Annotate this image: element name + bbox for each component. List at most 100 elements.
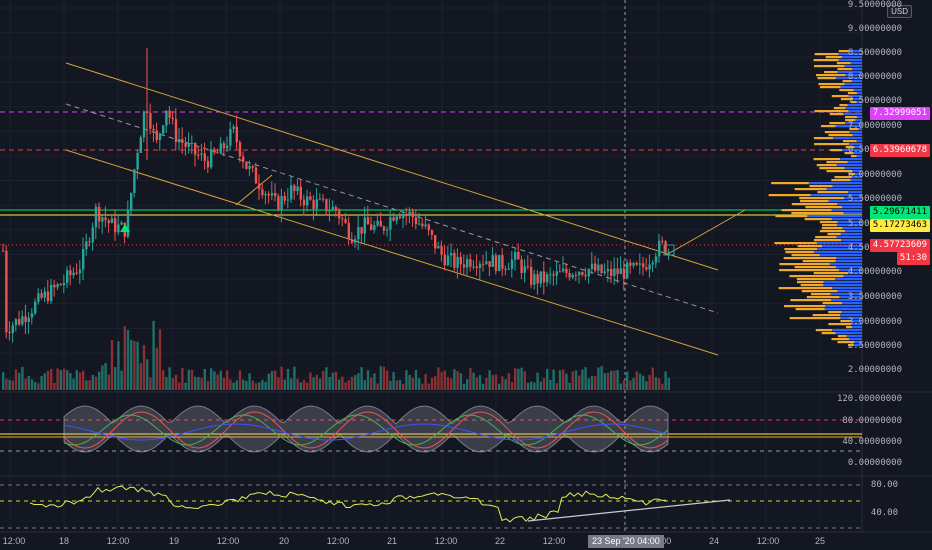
candle-body bbox=[27, 317, 30, 323]
volume-bar bbox=[568, 382, 571, 390]
volume-profile-bar bbox=[813, 239, 842, 242]
volume-profile-bar bbox=[781, 209, 832, 212]
volume-bar bbox=[539, 381, 542, 390]
candle-body bbox=[238, 142, 242, 157]
volume-profile-bar bbox=[850, 320, 862, 323]
volume-profile-bar bbox=[779, 263, 830, 266]
volume-bar bbox=[344, 382, 347, 390]
volume-bar bbox=[318, 378, 322, 390]
volume-bar bbox=[555, 383, 558, 390]
candle-body bbox=[619, 268, 622, 275]
volume-profile-bar bbox=[832, 137, 862, 140]
candle-body bbox=[523, 266, 526, 273]
candle-body bbox=[293, 185, 296, 192]
candle-body bbox=[446, 255, 450, 266]
volume-profile-bar bbox=[852, 170, 862, 173]
volume-bar bbox=[123, 326, 126, 390]
volume-profile-bar bbox=[858, 128, 862, 131]
candle-body bbox=[530, 266, 533, 285]
volume-bar bbox=[603, 373, 606, 390]
volume-profile-bar bbox=[845, 116, 857, 119]
volume-bar bbox=[430, 377, 434, 390]
volume-profile-bar bbox=[806, 296, 840, 299]
candle-body bbox=[110, 218, 114, 224]
candle-body bbox=[98, 206, 101, 222]
volume-profile-bar bbox=[812, 314, 841, 317]
volume-profile-bar bbox=[847, 104, 862, 107]
volume-profile-bar bbox=[829, 122, 846, 125]
candle-body bbox=[472, 266, 475, 268]
volume-bar bbox=[30, 379, 34, 390]
candle-body bbox=[18, 319, 21, 325]
volume-bar bbox=[283, 379, 286, 390]
volume-profile-bar bbox=[853, 152, 862, 155]
candle-body bbox=[549, 274, 552, 276]
volume-profile-bar bbox=[847, 161, 862, 164]
volume-profile-bar bbox=[795, 308, 825, 311]
volume-bar bbox=[37, 383, 40, 390]
volume-bar bbox=[613, 370, 616, 390]
candle-body bbox=[616, 268, 619, 275]
currency-badge[interactable]: USD bbox=[887, 5, 912, 18]
candle-body bbox=[642, 263, 645, 268]
volume-bar bbox=[443, 370, 446, 390]
volume-bar bbox=[296, 378, 299, 390]
candle-body bbox=[376, 220, 379, 226]
volume-profile-bar bbox=[825, 56, 843, 59]
volume-bar bbox=[85, 380, 88, 390]
candle-body bbox=[334, 207, 338, 211]
volume-bar bbox=[309, 372, 312, 390]
time-axis-label: 12:00 bbox=[756, 536, 780, 546]
candle-body bbox=[542, 271, 546, 283]
candle-body bbox=[667, 251, 670, 253]
candle-body bbox=[270, 193, 274, 196]
volume-bar bbox=[264, 381, 267, 390]
volume-bar bbox=[408, 374, 411, 390]
volume-profile-bar bbox=[837, 341, 855, 344]
volume-bar bbox=[130, 339, 133, 390]
volume-profile-bar bbox=[832, 185, 862, 188]
candle-body bbox=[338, 210, 341, 219]
candle-body bbox=[187, 143, 190, 147]
volume-bar bbox=[354, 375, 357, 390]
volume-bar bbox=[504, 379, 507, 390]
rsi-axis-label: 80.00 bbox=[870, 480, 898, 490]
volume-bar bbox=[18, 372, 21, 390]
candle-body bbox=[219, 143, 222, 153]
channel-upper bbox=[65, 62, 719, 271]
candle-body bbox=[645, 267, 648, 270]
volume-bar bbox=[645, 381, 648, 390]
volume-bar bbox=[629, 380, 632, 390]
volume-bar bbox=[366, 370, 370, 390]
volume-bar bbox=[363, 380, 366, 390]
volume-profile-bar bbox=[797, 281, 824, 284]
price-tag-last-price: 4.57723609 bbox=[869, 239, 930, 252]
candle-body bbox=[507, 268, 510, 270]
volume-bar bbox=[494, 374, 498, 390]
volume-profile-bar bbox=[848, 95, 862, 98]
volume-profile-bar bbox=[809, 185, 833, 188]
volume-profile-bar bbox=[824, 71, 838, 74]
volume-bar bbox=[414, 369, 418, 390]
candle-body bbox=[453, 253, 456, 268]
price-axis-label: 7.00000000 bbox=[847, 121, 902, 131]
volume-profile-bar bbox=[816, 242, 862, 245]
candle-body bbox=[46, 291, 50, 302]
volume-bar bbox=[667, 377, 670, 390]
volume-profile-bar bbox=[826, 161, 848, 164]
volume-bar bbox=[357, 373, 360, 390]
volume-profile-bar bbox=[849, 143, 862, 146]
volume-bar bbox=[114, 367, 117, 390]
volume-profile-bar bbox=[837, 335, 847, 338]
candle-body bbox=[69, 270, 72, 276]
channel-mid bbox=[65, 103, 719, 314]
volume-profile-bar bbox=[835, 260, 862, 263]
volume-profile-bar bbox=[844, 197, 862, 200]
candle-body bbox=[328, 210, 331, 212]
volume-bar bbox=[450, 378, 453, 390]
candle-body bbox=[248, 166, 251, 169]
price-tag-red-level: 6.53960678 bbox=[869, 144, 930, 157]
candle-body bbox=[226, 145, 229, 149]
